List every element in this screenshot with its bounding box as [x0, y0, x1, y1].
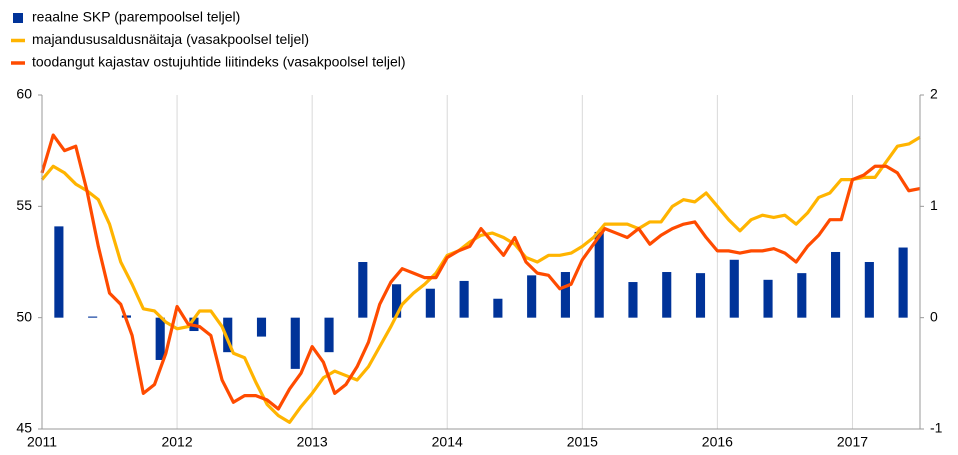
x-tick-label: 2011 [27, 434, 57, 450]
legend-label: reaalne SKP (parempoolsel teljel) [32, 9, 240, 25]
x-tick-label: 2017 [837, 434, 868, 450]
x-tick-label: 2012 [161, 434, 192, 450]
bar [459, 280, 469, 318]
bar [898, 247, 908, 318]
y-tick-label: 60 [16, 86, 32, 102]
bar [797, 273, 807, 318]
bar [88, 316, 98, 318]
bar [155, 317, 165, 360]
labels: 2011 2012 2013 2014 2015 2016 2017 45 50 55 60 -1 0 1… [11, 9, 943, 450]
bar [628, 282, 638, 318]
bar [729, 259, 739, 318]
y2-tick-label: 2 [930, 86, 938, 102]
bar [256, 317, 267, 337]
marks [40, 133, 921, 424]
bar [527, 275, 537, 318]
bar [290, 317, 300, 369]
legend-swatch [13, 13, 23, 23]
y-tick-label: 45 [16, 420, 32, 436]
x-tick-label: 2014 [432, 434, 463, 450]
grid [38, 94, 924, 430]
bar [54, 226, 64, 318]
x-tick-label: 2015 [567, 434, 598, 450]
bar [864, 262, 874, 318]
bar [358, 262, 368, 318]
bar [324, 317, 334, 353]
y2-tick-label: 1 [930, 197, 938, 213]
y-tick-label: 50 [16, 308, 32, 324]
bar [662, 272, 672, 318]
legend-label: toodangut kajastav ostujuhtide liitindek… [32, 54, 406, 70]
legend-label: majandususaldusnäitaja (vasakpoolsel tel… [32, 31, 309, 47]
bar [223, 317, 233, 353]
bar [493, 298, 503, 318]
bar [425, 288, 435, 318]
y2-tick-label: -1 [930, 420, 943, 436]
line [40, 135, 921, 424]
y-tick-label: 55 [16, 197, 32, 213]
x-tick-label: 2016 [702, 434, 733, 450]
bar [695, 273, 706, 318]
y2-tick-label: 0 [930, 308, 938, 324]
bar [560, 272, 570, 318]
x-tick-label: 2013 [297, 434, 328, 450]
bar [763, 279, 773, 318]
line [40, 133, 921, 411]
bar [831, 251, 841, 318]
bar [392, 284, 402, 318]
bar [594, 231, 604, 318]
